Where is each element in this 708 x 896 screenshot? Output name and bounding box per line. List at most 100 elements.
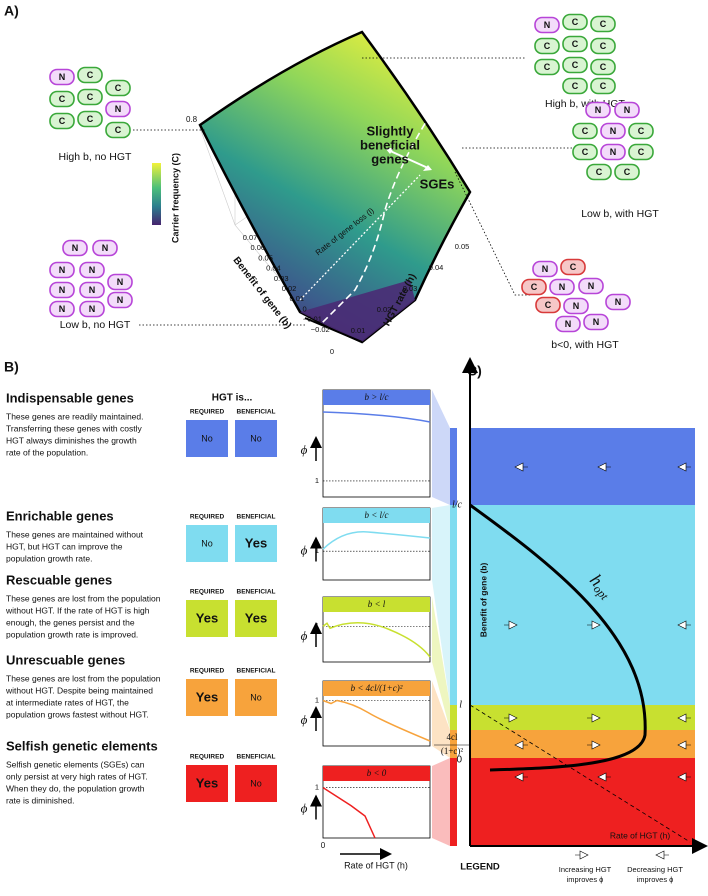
axis-label: Carrier frequency (C) <box>170 153 180 243</box>
condition: b < 0 <box>367 768 387 778</box>
status-label: No <box>250 433 262 443</box>
status-label: Yes <box>245 535 267 550</box>
tick-label: 0.8 <box>186 115 198 124</box>
cell <box>572 143 598 161</box>
description: population growth rate. <box>6 553 92 563</box>
cell <box>49 261 75 279</box>
cell <box>560 258 586 276</box>
column-header: HGT is... <box>212 393 253 404</box>
cell-label: N <box>115 104 122 114</box>
row-title: Unrescuable genes <box>6 652 125 667</box>
cell-label: N <box>89 265 96 275</box>
cell-label: N <box>542 264 549 274</box>
column-header: BENEFICIAL <box>237 754 276 761</box>
status-label: Yes <box>196 610 218 625</box>
edge <box>304 317 363 343</box>
cell-label: N <box>544 20 551 30</box>
surface <box>198 30 472 344</box>
cell-label: N <box>624 105 631 115</box>
cell <box>614 101 640 119</box>
cell-label: C <box>87 114 94 124</box>
direction-arrow <box>514 772 528 782</box>
condition-bar <box>323 390 430 405</box>
description: population growth rate is improved. <box>6 629 138 639</box>
column-header: REQUIRED <box>190 589 225 596</box>
annotation: beneficial <box>360 137 420 152</box>
caption: High b, no HGT <box>59 151 133 163</box>
description: rate of the population. <box>6 447 88 457</box>
tick-label: 1 <box>315 695 319 704</box>
band <box>470 705 695 730</box>
mini-curve <box>322 622 431 658</box>
condition: b < 4cl/(1+c)² <box>351 683 403 693</box>
cell <box>535 296 561 314</box>
cell <box>578 277 604 295</box>
cell-label: N <box>59 72 66 82</box>
cell <box>628 143 654 161</box>
cell <box>562 56 588 74</box>
cell-label: N <box>72 243 79 253</box>
row-title: Selfish genetic elements <box>6 738 158 753</box>
cell-label: C <box>572 17 579 27</box>
condition: b < l/c <box>364 510 388 520</box>
status-box <box>186 600 228 637</box>
strip <box>450 758 457 846</box>
tick-label: 1 <box>315 476 319 485</box>
loss-line <box>299 174 421 301</box>
tick-label: 0 <box>330 347 334 356</box>
tick-label: 0.05 <box>455 242 470 251</box>
cell <box>590 15 616 33</box>
connector <box>432 758 450 846</box>
dashed-line <box>469 704 691 843</box>
cell-label: N <box>593 317 600 327</box>
cell <box>562 35 588 53</box>
mini-plot <box>322 389 431 498</box>
tick-label: −0.02 <box>311 325 330 334</box>
direction-arrow <box>677 462 691 472</box>
bands <box>432 390 695 846</box>
cell-label: C <box>582 147 589 157</box>
annotation: genes <box>371 151 409 166</box>
row-title: Indispensable genes <box>6 390 134 405</box>
tick-label: 0.04 <box>429 263 444 272</box>
status-box <box>235 679 277 716</box>
cell-label: N <box>89 304 96 314</box>
status-label: No <box>250 778 262 788</box>
condition-bar <box>323 597 430 612</box>
description: without HGT. If the rate of HGT is high <box>5 605 150 615</box>
cell <box>562 77 588 95</box>
cell <box>534 37 560 55</box>
direction-arrow <box>504 713 518 723</box>
direction-arrow <box>587 620 601 630</box>
direction-arrow <box>514 740 528 750</box>
tick-label: −0.01 <box>303 315 322 324</box>
description: without HGT. Despite being maintained <box>5 685 153 695</box>
cell <box>62 239 88 257</box>
direction-arrow <box>655 850 669 860</box>
cell <box>555 315 581 333</box>
direction-arrow <box>677 772 691 782</box>
cell <box>590 58 616 76</box>
description: HGT always diminishes the growth <box>6 435 137 445</box>
cell <box>105 121 131 139</box>
column-header: REQUIRED <box>190 514 225 521</box>
strip <box>450 428 457 505</box>
direction-arrow <box>597 462 611 472</box>
cell <box>105 79 131 97</box>
axis-label: Rate of HGT (h) <box>344 860 408 870</box>
panel-label: A) <box>4 3 19 19</box>
legend-label: improves ϕ <box>567 875 604 884</box>
status-box <box>235 600 277 637</box>
panel-label: B) <box>4 359 19 375</box>
cell <box>107 291 133 309</box>
legend-label: Decreasing HGT <box>627 865 683 874</box>
tick-label: 0.01 <box>351 326 366 335</box>
cell <box>77 110 103 128</box>
annotation: SGEs <box>420 176 455 191</box>
status-box <box>235 525 277 562</box>
axis-label: Benefit of gene (b) <box>478 563 488 638</box>
mini-curve <box>322 786 376 839</box>
cell <box>49 90 75 108</box>
cell-label: C <box>572 81 579 91</box>
